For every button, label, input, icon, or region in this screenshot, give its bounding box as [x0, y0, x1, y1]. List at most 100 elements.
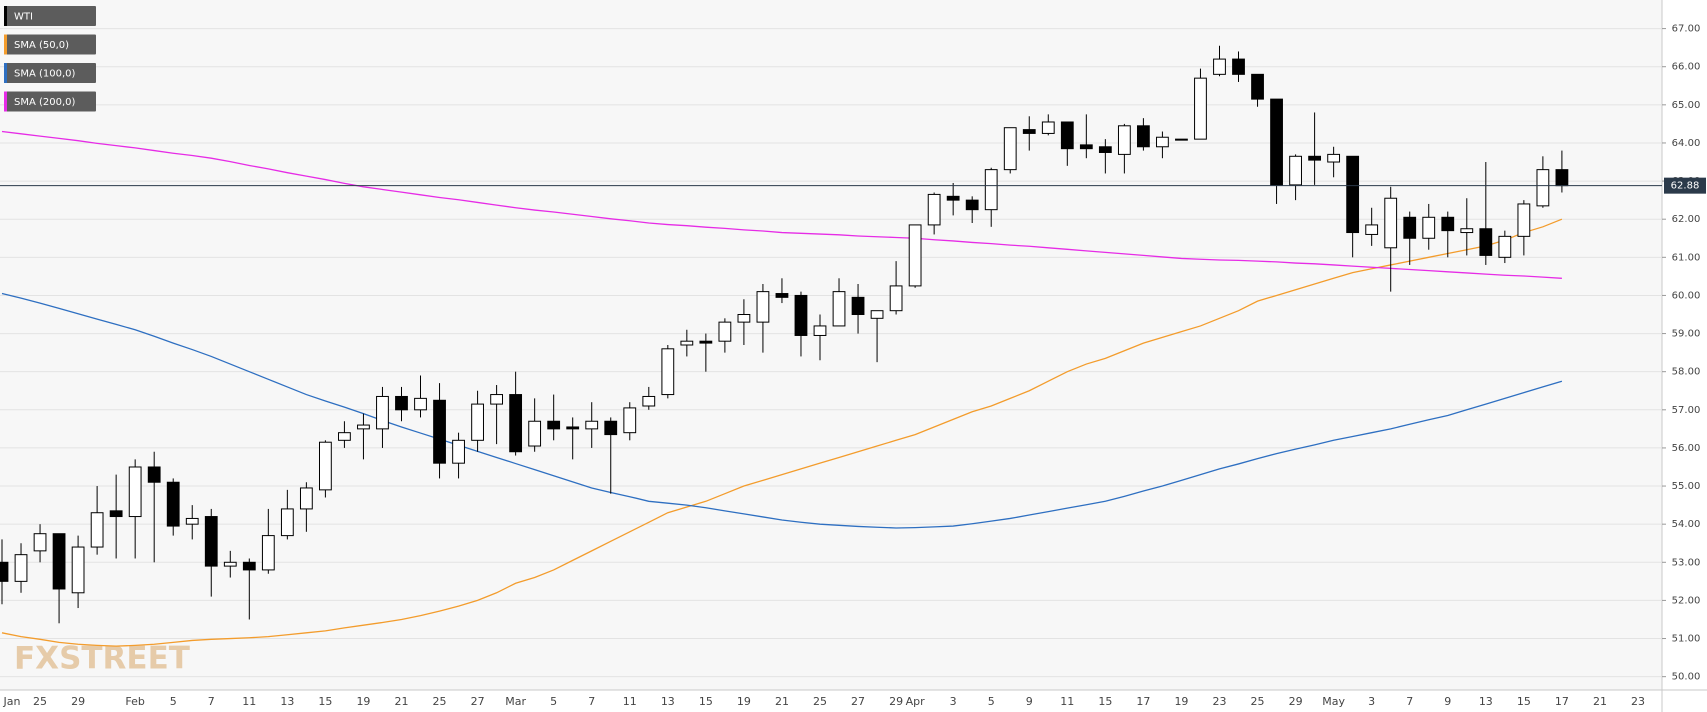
x-tick-label: 29	[889, 695, 903, 708]
x-tick-label: 17	[1555, 695, 1569, 708]
candle-body	[185, 517, 199, 525]
x-tick-label: 11	[242, 695, 256, 708]
x-tick-label: 13	[1479, 695, 1493, 708]
x-tick-label: 25	[33, 695, 47, 708]
candle-body	[604, 420, 618, 436]
x-tick-label: Mar	[505, 695, 526, 708]
candle-body	[1536, 169, 1550, 207]
candle-body	[90, 512, 104, 548]
candle-body	[0, 561, 9, 582]
y-tick-label: 52.00	[1672, 595, 1701, 606]
candle-body	[280, 508, 294, 537]
candle-body	[623, 407, 637, 434]
x-tick-label: 5	[550, 695, 557, 708]
last-price-label: 62.88	[1671, 181, 1700, 192]
plot-background	[0, 0, 1662, 690]
candle-body	[1346, 155, 1360, 234]
candle-body	[52, 533, 66, 590]
candle-body	[1555, 169, 1569, 187]
x-tick-label: 27	[851, 695, 865, 708]
candle-body	[1517, 203, 1531, 237]
candle-body	[318, 441, 332, 491]
x-tick-label: 17	[1136, 695, 1150, 708]
x-tick-label: 3	[950, 695, 957, 708]
x-tick-label: Apr	[906, 695, 926, 708]
y-tick-label: 64.00	[1672, 138, 1701, 149]
candle-body	[680, 340, 694, 346]
x-tick-label: 21	[1593, 695, 1607, 708]
candle-body	[1251, 73, 1264, 100]
x-tick-label: 15	[699, 695, 713, 708]
candle-body	[528, 420, 542, 447]
candle-body	[585, 420, 599, 430]
y-tick-label: 59.00	[1672, 329, 1701, 340]
price-axis-panel	[1662, 0, 1707, 712]
sma-line	[1, 292, 1563, 529]
candle-body	[109, 510, 123, 518]
candle-body	[547, 420, 561, 430]
legend-box	[4, 34, 96, 55]
candle-body	[1175, 138, 1188, 141]
x-tick-label: 15	[318, 695, 332, 708]
candle-body	[490, 394, 504, 405]
candle-body	[14, 554, 28, 582]
x-tick-label: 5	[988, 695, 995, 708]
candle-body	[908, 224, 922, 287]
candle-body	[338, 432, 351, 441]
sma-line	[1, 130, 1562, 279]
candle-body	[832, 291, 846, 327]
candle-body	[1041, 121, 1055, 134]
x-tick-label: May	[1322, 695, 1345, 708]
x-tick-label: 5	[170, 695, 177, 708]
y-tick-label: 58.00	[1672, 367, 1701, 378]
y-tick-label: 62.00	[1672, 214, 1701, 225]
y-tick-label: 57.00	[1672, 405, 1701, 416]
y-tick-label: 61.00	[1672, 252, 1701, 263]
candle-body	[1327, 153, 1341, 163]
candle-body	[414, 397, 427, 411]
candle-body	[1365, 224, 1379, 235]
candle-body	[128, 466, 142, 518]
candle-body	[1498, 235, 1512, 258]
candle-body	[1270, 98, 1283, 186]
y-tick-label: 65.00	[1672, 100, 1701, 111]
candle-body	[33, 533, 47, 552]
y-tick-label: 55.00	[1672, 481, 1701, 492]
y-tick-label: 54.00	[1672, 519, 1701, 530]
candle-body	[395, 395, 408, 411]
legend-box	[4, 6, 96, 26]
candle-body	[775, 293, 789, 298]
candle-body	[1194, 77, 1207, 140]
x-tick-label: Feb	[125, 695, 144, 708]
candle-body	[699, 340, 713, 344]
candle-body	[889, 285, 903, 312]
candle-body	[299, 487, 313, 510]
candle-body	[1156, 136, 1169, 148]
legend-box	[4, 63, 96, 83]
candle-body	[1079, 144, 1093, 150]
x-tick-label: 25	[433, 695, 447, 708]
candle-body	[737, 314, 751, 323]
x-tick-label: 21	[394, 695, 408, 708]
x-tick-label: 27	[471, 695, 485, 708]
legend-swatch	[4, 6, 7, 26]
x-tick-label: 15	[1098, 695, 1112, 708]
y-tick-label: 56.00	[1672, 443, 1701, 454]
x-tick-label: 7	[208, 695, 215, 708]
x-tick-label: 3	[1368, 695, 1375, 708]
candle-body	[1422, 216, 1436, 239]
candle-body	[1117, 125, 1131, 155]
x-tick-label: 29	[1289, 695, 1303, 708]
indicators	[1, 130, 1563, 647]
x-tick-label: 9	[1026, 695, 1033, 708]
candle-body	[1441, 216, 1455, 232]
x-tick-label: 7	[588, 695, 595, 708]
candle-body	[1003, 127, 1017, 171]
candle-body	[71, 546, 85, 594]
candle-body	[1384, 197, 1398, 249]
x-tick-label: 11	[623, 695, 637, 708]
candle-body	[927, 193, 941, 226]
watermark: FXSTREET	[14, 641, 190, 677]
